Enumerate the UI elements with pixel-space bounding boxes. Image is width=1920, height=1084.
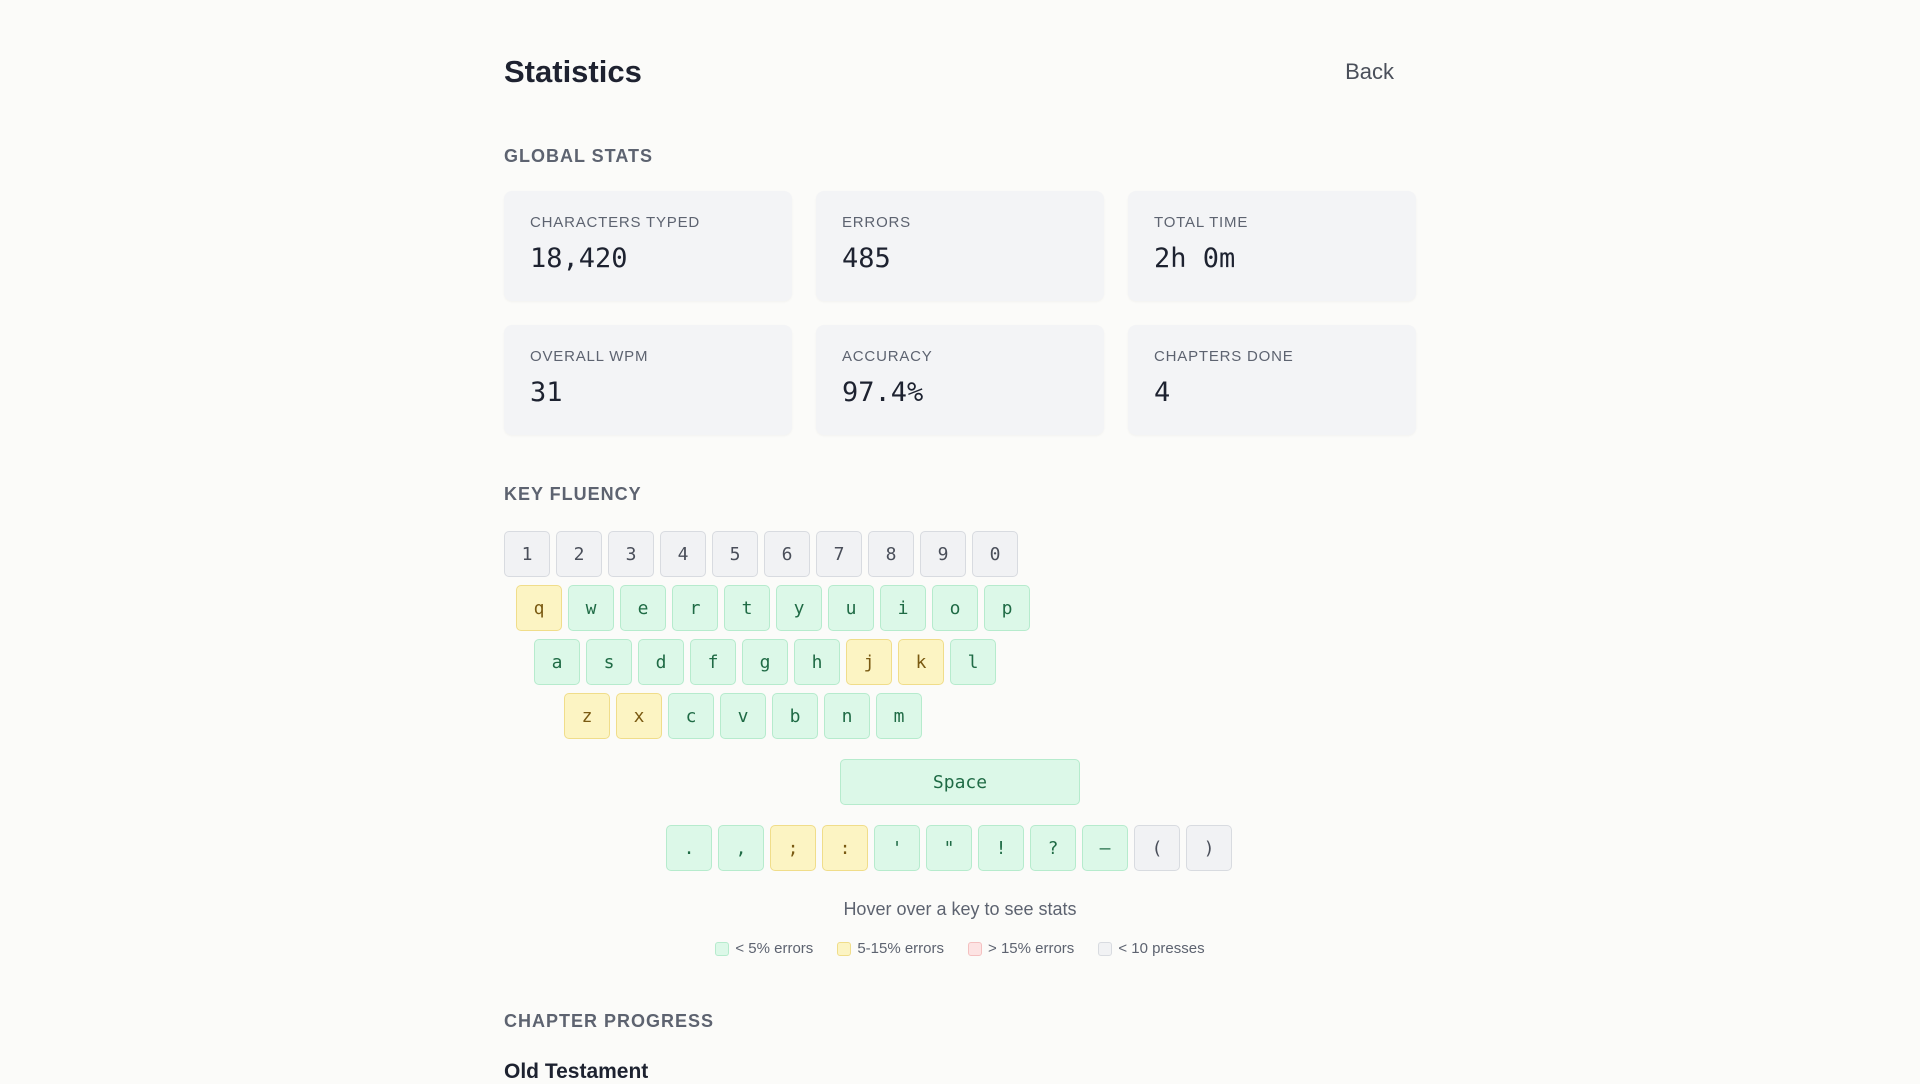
global-stats-heading: GLOBAL STATS bbox=[504, 146, 653, 166]
legend-swatch bbox=[715, 941, 730, 956]
key[interactable]: ! bbox=[978, 825, 1024, 871]
stat-value: 31 bbox=[530, 377, 563, 408]
legend-item: < 10 presses bbox=[1098, 940, 1205, 957]
key[interactable]: 7 bbox=[816, 531, 862, 577]
keyboard-row-numbers: 1 2 3 4 5 6 7 8 9 0 bbox=[504, 531, 1018, 577]
key[interactable]: c bbox=[668, 693, 714, 739]
key[interactable]: q bbox=[516, 585, 562, 631]
key[interactable]: 6 bbox=[764, 531, 810, 577]
key[interactable]: 4 bbox=[660, 531, 706, 577]
stat-value: 4 bbox=[1154, 377, 1171, 408]
key[interactable]: o bbox=[932, 585, 978, 631]
key[interactable]: , bbox=[718, 825, 764, 871]
stat-card-overall-wpm: OVERALL WPM 31 bbox=[504, 325, 792, 435]
key[interactable]: j bbox=[846, 639, 892, 685]
stat-card-errors: ERRORS 485 bbox=[816, 191, 1104, 301]
legend-label: > 15% errors bbox=[988, 940, 1075, 957]
key[interactable]: k bbox=[898, 639, 944, 685]
key[interactable]: r bbox=[672, 585, 718, 631]
stat-card-total-time: TOTAL TIME 2h 0m bbox=[1128, 191, 1416, 301]
key-hover-hint: Hover over a key to see stats bbox=[843, 899, 1077, 919]
stat-label: CHAPTERS DONE bbox=[1154, 348, 1294, 365]
key[interactable]: ; bbox=[770, 825, 816, 871]
key[interactable]: . bbox=[666, 825, 712, 871]
key[interactable]: w bbox=[568, 585, 614, 631]
key[interactable]: a bbox=[534, 639, 580, 685]
key[interactable]: p bbox=[984, 585, 1030, 631]
legend-label: < 5% errors bbox=[735, 940, 814, 957]
statistics-page: Statistics Back GLOBAL STATS CHARACTERS … bbox=[504, 0, 1416, 1083]
key-fluency-heading: KEY FLUENCY bbox=[504, 484, 642, 504]
keyboard-row-space: Space bbox=[840, 759, 1080, 805]
key[interactable]: x bbox=[616, 693, 662, 739]
key[interactable]: ( bbox=[1134, 825, 1180, 871]
key[interactable]: 0 bbox=[972, 531, 1018, 577]
key[interactable]: g bbox=[742, 639, 788, 685]
stat-card-characters-typed: CHARACTERS TYPED 18,420 bbox=[504, 191, 792, 301]
key[interactable]: 8 bbox=[868, 531, 914, 577]
key[interactable]: z bbox=[564, 693, 610, 739]
key[interactable]: f bbox=[690, 639, 736, 685]
legend-item: < 5% errors bbox=[715, 940, 813, 957]
key[interactable]: 5 bbox=[712, 531, 758, 577]
key[interactable]: 1 bbox=[504, 531, 550, 577]
page-title: Statistics bbox=[504, 54, 642, 89]
legend-item: > 15% errors bbox=[968, 940, 1074, 957]
key[interactable]: 9 bbox=[920, 531, 966, 577]
key[interactable]: u bbox=[828, 585, 874, 631]
stat-label: ACCURACY bbox=[842, 348, 933, 365]
key[interactable]: – bbox=[1082, 825, 1128, 871]
stat-label: OVERALL WPM bbox=[530, 348, 649, 365]
stat-label: CHARACTERS TYPED bbox=[530, 214, 701, 231]
stat-label: ERRORS bbox=[842, 214, 911, 231]
key[interactable]: ? bbox=[1030, 825, 1076, 871]
stat-value: 18,420 bbox=[530, 243, 628, 274]
key[interactable]: l bbox=[950, 639, 996, 685]
key[interactable]: b bbox=[772, 693, 818, 739]
stat-label: TOTAL TIME bbox=[1154, 214, 1249, 231]
key[interactable]: : bbox=[822, 825, 868, 871]
legend-label: < 10 presses bbox=[1118, 940, 1205, 957]
stat-value: 485 bbox=[842, 243, 891, 274]
chapter-progress-heading: CHAPTER PROGRESS bbox=[504, 1011, 715, 1031]
keyboard-row-bottom: z x c v b n m bbox=[564, 693, 922, 739]
key[interactable]: ' bbox=[874, 825, 920, 871]
stat-card-accuracy: ACCURACY 97.4% bbox=[816, 325, 1104, 435]
legend-swatch bbox=[968, 941, 983, 956]
key[interactable]: t bbox=[724, 585, 770, 631]
key[interactable]: e bbox=[620, 585, 666, 631]
key[interactable]: y bbox=[776, 585, 822, 631]
key[interactable]: v bbox=[720, 693, 766, 739]
space-key[interactable]: Space bbox=[840, 759, 1080, 805]
stats-grid: CHARACTERS TYPED 18,420 ERRORS 485 TOTAL… bbox=[504, 191, 1416, 435]
keyboard-row-top: q w e r t y u i o p bbox=[516, 585, 1030, 631]
stat-value: 2h 0m bbox=[1154, 243, 1236, 274]
key[interactable]: 3 bbox=[608, 531, 654, 577]
legend-swatch bbox=[837, 941, 852, 956]
legend-label: 5-15% errors bbox=[857, 940, 945, 957]
legend-swatch bbox=[1098, 941, 1113, 956]
chapter-group-title: Old Testament bbox=[504, 1060, 649, 1083]
stat-card-chapters-done: CHAPTERS DONE 4 bbox=[1128, 325, 1416, 435]
stat-value: 97.4% bbox=[842, 377, 924, 408]
key[interactable]: n bbox=[824, 693, 870, 739]
key[interactable]: " bbox=[926, 825, 972, 871]
key[interactable]: i bbox=[880, 585, 926, 631]
key[interactable]: m bbox=[876, 693, 922, 739]
key[interactable]: s bbox=[586, 639, 632, 685]
back-button[interactable]: Back bbox=[1345, 59, 1394, 84]
legend-item: 5-15% errors bbox=[837, 940, 944, 957]
key[interactable]: 2 bbox=[556, 531, 602, 577]
keyboard-row-home: a s d f g h j k l bbox=[534, 639, 996, 685]
key[interactable]: d bbox=[638, 639, 684, 685]
header: Statistics Back bbox=[504, 50, 1416, 94]
key[interactable]: ) bbox=[1186, 825, 1232, 871]
legend: < 5% errors 5-15% errors > 15% errors < … bbox=[504, 940, 1416, 957]
key[interactable]: h bbox=[794, 639, 840, 685]
keyboard-row-punctuation: . , ; : ' " ! ? – ( ) bbox=[666, 825, 1232, 871]
